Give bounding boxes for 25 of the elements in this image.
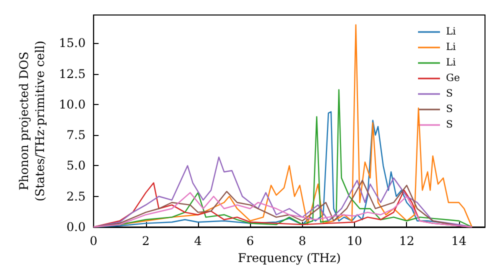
x-tick-label: 8 (298, 234, 306, 248)
line-series (93, 192, 473, 228)
legend-label: S (446, 104, 453, 115)
legend-label: Li (446, 58, 456, 68)
x-tick-label: 4 (194, 234, 202, 248)
y-tick-label: 12.5 (58, 66, 86, 81)
x-tick-label: 12 (399, 234, 414, 248)
y-tick-label: 2.5 (66, 189, 86, 204)
y-axis-title: Phonon projected DOS (States/THz·primitive cell) (17, 40, 47, 202)
x-tick-label: 6 (246, 234, 254, 248)
legend-label: S (446, 120, 453, 130)
legend-label: Ge (446, 73, 460, 84)
y-tick-label: 7.5 (66, 128, 86, 142)
x-tick-label: 10 (346, 234, 362, 248)
x-tick-label: 14 (451, 234, 467, 248)
y-tick-label: 5.0 (66, 158, 86, 173)
y-tick-label: 10.0 (58, 97, 86, 112)
legend-label: S (446, 88, 453, 100)
x-tick-label: 0 (90, 234, 98, 248)
x-tick-label: 2 (142, 234, 150, 248)
x-axis-title: Frequency (THz) (238, 250, 341, 265)
legend-label: Li (446, 42, 456, 53)
y-tick-label: 15.0 (58, 36, 86, 50)
legend-label: Li (446, 26, 456, 38)
y-tick-label: 0.0 (66, 220, 86, 234)
